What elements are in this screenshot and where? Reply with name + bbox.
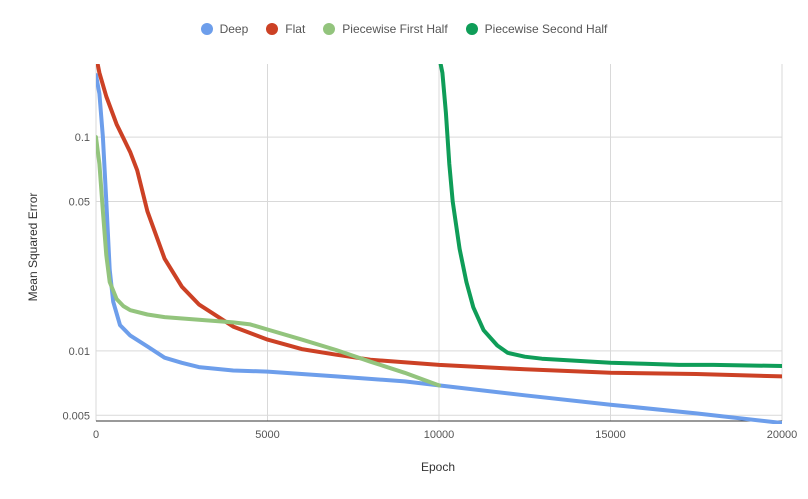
x-axis: 0 5000 10000 15000 20000 bbox=[93, 429, 797, 441]
series-line-piecewise-first-half bbox=[96, 135, 441, 388]
x-tick-label: 10000 bbox=[424, 429, 455, 441]
legend-label: Piecewise Second Half bbox=[484, 22, 608, 36]
x-tick-label: 15000 bbox=[595, 429, 626, 441]
legend-label: Flat bbox=[285, 22, 306, 36]
legend-label: Deep bbox=[219, 22, 249, 36]
legend-dot-icon bbox=[323, 23, 336, 35]
series-line-piecewise-second-half bbox=[438, 64, 782, 368]
plot-area bbox=[96, 64, 782, 424]
series-line-flat bbox=[96, 64, 782, 379]
legend: Deep Flat Piecewise First Half Piecewise Se… bbox=[0, 22, 808, 36]
y-tick-label: 0.1 bbox=[75, 132, 90, 144]
legend-item[interactable]: Flat bbox=[266, 22, 305, 36]
gridlines bbox=[95, 64, 783, 422]
legend-dot-icon bbox=[465, 23, 478, 35]
x-tick-label: 20000 bbox=[767, 429, 798, 441]
legend-item[interactable]: Deep bbox=[200, 22, 249, 36]
series-line-deep bbox=[96, 73, 782, 424]
legend-item[interactable]: Piecewise First Half bbox=[323, 22, 448, 36]
y-axis: 0.005 0.01 0.05 0.1 bbox=[62, 132, 90, 422]
legend-item[interactable]: Piecewise Second Half bbox=[465, 22, 608, 36]
y-tick-label: 0.05 bbox=[69, 197, 90, 209]
y-axis-title: Mean Squared Error bbox=[26, 193, 40, 302]
legend-dot-icon bbox=[200, 23, 213, 35]
legend-label: Piecewise First Half bbox=[342, 22, 448, 36]
x-tick-label: 5000 bbox=[255, 429, 279, 441]
legend-dot-icon bbox=[266, 23, 279, 35]
x-tick-label: 0 bbox=[93, 429, 99, 441]
y-tick-label: 0.005 bbox=[62, 410, 90, 422]
y-tick-label: 0.01 bbox=[69, 346, 90, 358]
x-axis-title: Epoch bbox=[421, 460, 455, 474]
